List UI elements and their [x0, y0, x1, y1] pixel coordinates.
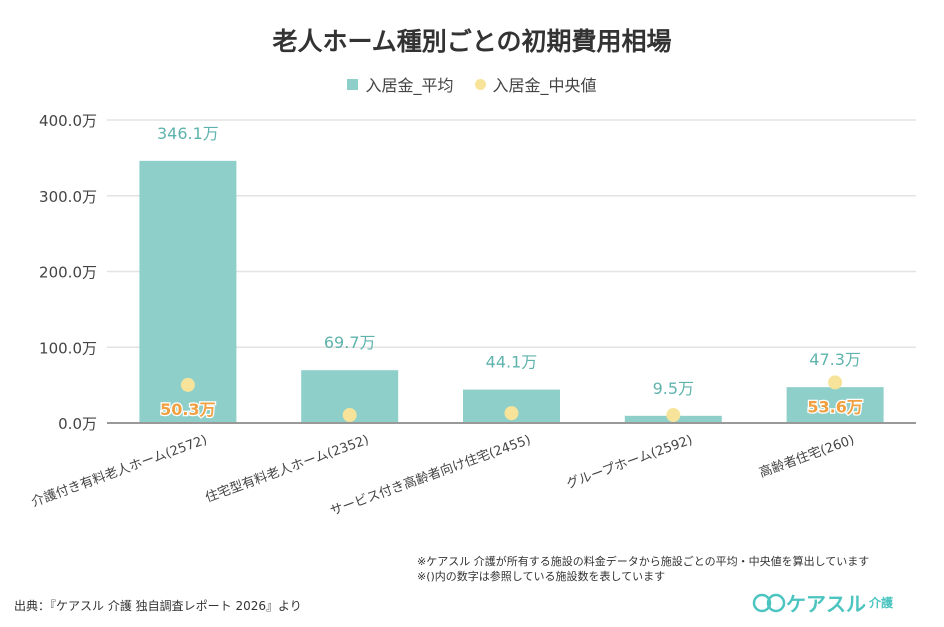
y-tick-label: 100.0万 [39, 339, 97, 357]
median-point [342, 408, 357, 423]
bar [786, 387, 884, 423]
median-point [828, 375, 843, 390]
note-2: ※()内の数字は参照している施設数を表しています [417, 570, 666, 583]
legend-swatch-median [474, 78, 486, 90]
bar-value-label: 69.7万 [324, 333, 376, 352]
y-tick-label: 0.0万 [58, 415, 97, 433]
note-1: ※ケアスル 介護が所有する施設の料金データから施設ごとの平均・中央値を算出してい… [417, 555, 870, 568]
legend-item-median: 入居金_中央値 [474, 72, 597, 96]
y-tick-label: 300.0万 [39, 188, 97, 206]
logo-faces-icon [752, 593, 786, 612]
median-value-label: 50.3万 [160, 400, 215, 419]
legend: 入居金_平均 入居金_中央値 [0, 72, 944, 96]
x-tick-label: 住宅型有料老人ホーム(2352) [204, 433, 372, 506]
legend-label-mean: 入居金_平均 [365, 76, 454, 95]
legend-swatch-mean [347, 78, 359, 90]
median-value-label: 53.6万 [807, 397, 862, 416]
median-point [504, 406, 519, 421]
x-tick-label: グループホーム(2592) [564, 433, 694, 493]
source-text: 出典：『ケアスル 介護 独自調査レポート 2026』より [14, 599, 302, 613]
legend-item-mean: 入居金_平均 [347, 72, 453, 96]
x-tick-label: 介護付き有料老人ホーム(2572) [29, 432, 209, 511]
logo: ケアスル 介護 [752, 588, 893, 617]
bar-value-label: 47.3万 [809, 350, 861, 369]
median-point [180, 377, 195, 392]
median-point [666, 408, 681, 423]
legend-label-median: 入居金_中央値 [492, 76, 597, 95]
x-tick-label: 高齢者住宅(260) [757, 432, 856, 481]
bar-value-label: 346.1万 [157, 124, 219, 143]
y-tick-label: 200.0万 [39, 264, 97, 282]
logo-text: ケアスル [786, 592, 866, 616]
bar-value-label: 44.1万 [486, 353, 538, 372]
logo-sub: 介護 [869, 596, 894, 610]
bar-value-label: 9.5万 [653, 379, 694, 398]
y-tick-label: 400.0万 [39, 112, 97, 130]
chart-title: 老人ホーム種別ごとの初期費用相場 [272, 27, 672, 56]
